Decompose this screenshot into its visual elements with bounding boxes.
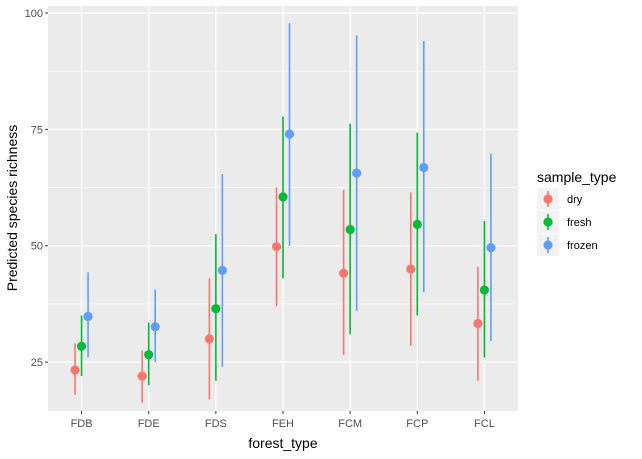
series-fresh — [76, 116, 490, 386]
data-point — [339, 268, 349, 278]
data-point — [419, 162, 429, 173]
x-tick-label: FEH — [272, 418, 294, 430]
series-dry — [70, 187, 483, 403]
data-point — [83, 311, 93, 322]
data-point — [345, 224, 355, 235]
data-point — [217, 265, 227, 276]
y-axis: 25 50 75 100 — [25, 8, 48, 369]
y-tick-label: 75 — [31, 124, 43, 136]
legend: sample_type dry fresh frozen — [537, 169, 617, 256]
data-point — [70, 365, 80, 375]
data-point — [278, 192, 288, 202]
data-point — [211, 303, 221, 314]
y-tick-label: 50 — [31, 241, 43, 253]
data-point — [137, 371, 147, 381]
data-point — [352, 168, 362, 178]
x-tick-label: FCM — [338, 418, 362, 430]
legend-title: sample_type — [537, 169, 617, 185]
data-point — [204, 334, 214, 344]
chart-marks — [70, 23, 496, 403]
data-point — [76, 341, 87, 351]
data-point — [486, 243, 496, 253]
legend-key-point — [543, 217, 553, 227]
x-axis-title: forest_type — [248, 435, 317, 451]
legend-label: fresh — [567, 217, 591, 229]
legend-label: dry — [567, 194, 583, 206]
data-point — [284, 129, 295, 139]
y-tick-label: 100 — [25, 8, 43, 20]
y-axis-title: Predicted species richness — [4, 125, 20, 292]
legend-key-point — [543, 240, 553, 250]
data-point — [144, 350, 154, 360]
data-point — [271, 242, 282, 252]
legend-key-point — [543, 194, 553, 204]
data-point — [150, 322, 160, 332]
legend-item-dry: dry — [537, 188, 583, 210]
legend-item-frozen: frozen — [537, 234, 598, 256]
data-point — [412, 219, 422, 229]
x-tick-label: FCP — [406, 418, 428, 430]
legend-label: frozen — [567, 240, 598, 252]
x-axis: FDB FDE FDS FEH FCM FCP FCL — [71, 411, 495, 430]
data-point — [473, 318, 483, 329]
x-tick-label: FCL — [474, 418, 495, 430]
y-tick-label: 25 — [31, 357, 43, 369]
x-tick-label: FDS — [205, 418, 227, 430]
x-tick-label: FDB — [71, 418, 93, 430]
x-tick-label: FDE — [138, 418, 160, 430]
legend-item-fresh: fresh — [537, 211, 591, 233]
data-point — [406, 264, 416, 274]
data-point — [479, 285, 490, 295]
series-frozen — [83, 23, 496, 367]
